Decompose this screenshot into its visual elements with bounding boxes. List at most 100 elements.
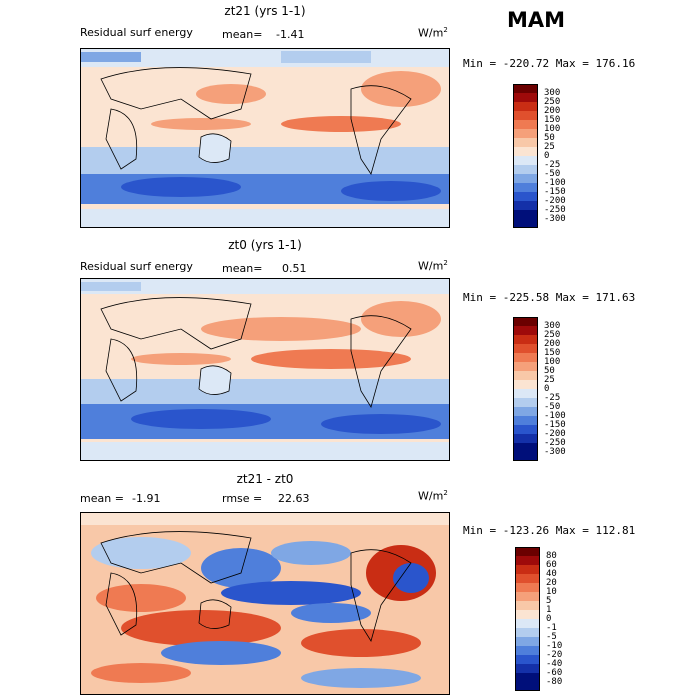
colorbar-tick-label: 20: [546, 578, 557, 588]
panel-2-units: W/m2: [418, 259, 448, 273]
colorbar-swatch: [513, 344, 538, 353]
panel-2-map: [80, 278, 450, 461]
colorbar-tick-label: -250: [544, 438, 566, 448]
colorbar-swatch: [513, 156, 538, 165]
colorbar-tick-label: 200: [544, 106, 561, 116]
colorbar-tick-label: -5: [546, 632, 557, 642]
colorbar-swatch: [515, 592, 540, 601]
colorbar-tick-label: -300: [544, 447, 566, 457]
season-label: MAM: [507, 8, 566, 32]
colorbar-swatch: [513, 129, 538, 138]
colorbar-swatch: [515, 547, 540, 556]
colorbar-swatch: [513, 120, 538, 129]
colorbar-tick-label: 60: [546, 560, 557, 570]
colorbar-tick-label: 80: [546, 551, 557, 561]
colorbar-tick-label: -150: [544, 187, 566, 197]
colorbar-swatch: [513, 201, 538, 210]
colorbar-swatch: [513, 84, 538, 93]
panel-1-variable-label: Residual surf energy: [80, 26, 193, 39]
colorbar-tick-label: 50: [544, 366, 555, 376]
colorbar-tick-label: 10: [546, 587, 557, 597]
colorbar-swatch: [513, 398, 538, 407]
colorbar-swatch: [515, 673, 540, 682]
colorbar-swatch: [513, 192, 538, 201]
colorbar-swatch: [515, 565, 540, 574]
colorbar-swatch: [513, 380, 538, 389]
panel-3-rmse-value: 22.63: [278, 492, 310, 505]
panel-1-mean-label: mean=: [222, 28, 263, 41]
colorbar-swatch: [513, 443, 538, 452]
panel-3-mean-label: mean =: [80, 492, 124, 505]
panel-2-variable-label: Residual surf energy: [80, 260, 193, 273]
colorbar-tick-label: -300: [544, 214, 566, 224]
colorbar-tick-label: 0: [544, 384, 550, 394]
colorbar-swatch: [513, 416, 538, 425]
colorbar-tick-label: -50: [544, 402, 561, 412]
colorbar-tick-label: -250: [544, 205, 566, 215]
colorbar-swatch: [515, 610, 540, 619]
colorbar-tick-label: 0: [544, 151, 550, 161]
colorbar-swatch: [515, 628, 540, 637]
colorbar-tick-label: 25: [544, 142, 555, 152]
panel-2-title: zt0 (yrs 1-1): [228, 238, 302, 252]
colorbar-swatch: [513, 138, 538, 147]
colorbar-tick-label: -200: [544, 196, 566, 206]
panel-1-mean-value: -1.41: [276, 28, 305, 41]
colorbar-tick-label: 5: [546, 596, 552, 606]
colorbar-swatch: [513, 326, 538, 335]
colorbar-swatch: [515, 619, 540, 628]
panel-3-rmse-label: rmse =: [222, 492, 263, 505]
colorbar-tick-label: 300: [544, 88, 561, 98]
colorbar-tick-label: 25: [544, 375, 555, 385]
colorbar-swatch: [515, 655, 540, 664]
colorbar-tick-label: -100: [544, 178, 566, 188]
colorbar-swatch: [513, 210, 538, 219]
colorbar-tick-label: -150: [544, 420, 566, 430]
panel-2-min-max: Min = -225.58 Max = 171.63: [463, 291, 636, 304]
colorbar-swatch: [513, 174, 538, 183]
colorbar-tick-label: -100: [544, 411, 566, 421]
colorbar-swatch: [513, 389, 538, 398]
colorbar-tick-label: -40: [546, 659, 563, 669]
colorbar-tick-label: 100: [544, 357, 561, 367]
panel-2-mean-label: mean=: [222, 262, 263, 275]
colorbar-tick-label: 40: [546, 569, 557, 579]
colorbar-tick-label: 150: [544, 115, 561, 125]
panel-2-mean-value: 0.51: [282, 262, 307, 275]
colorbar-tick-label: -25: [544, 160, 561, 170]
colorbar-tick-label: -200: [544, 429, 566, 439]
panel-3-units: W/m2: [418, 489, 448, 503]
colorbar-tick-label: 1: [546, 605, 552, 615]
colorbar-swatch: [515, 556, 540, 565]
colorbar-swatch: [515, 574, 540, 583]
panel-1-units: W/m2: [418, 26, 448, 40]
colorbar-tick-label: -60: [546, 668, 563, 678]
colorbar-swatch: [513, 335, 538, 344]
colorbar-tick-label: 200: [544, 339, 561, 349]
colorbar-swatch: [515, 646, 540, 655]
colorbar-swatch: [513, 425, 538, 434]
colorbar-swatch: [513, 219, 538, 228]
colorbar-swatch: [515, 601, 540, 610]
colorbar-tick-label: 50: [544, 133, 555, 143]
colorbar-swatch: [513, 165, 538, 174]
panel-1-title: zt21 (yrs 1-1): [224, 4, 306, 18]
colorbar-swatch: [513, 147, 538, 156]
colorbar-swatch: [513, 407, 538, 416]
colorbar-swatch: [515, 583, 540, 592]
colorbar-tick-label: -20: [546, 650, 563, 660]
colorbar-tick-label: 250: [544, 330, 561, 340]
colorbar-tick-label: 300: [544, 321, 561, 331]
colorbar-tick-label: -25: [544, 393, 561, 403]
colorbar-swatch: [513, 362, 538, 371]
panel-1-min-max: Min = -220.72 Max = 176.16: [463, 57, 636, 70]
colorbar-swatch: [515, 637, 540, 646]
colorbar-swatch: [513, 183, 538, 192]
colorbar-swatch: [513, 111, 538, 120]
colorbar-swatch: [513, 371, 538, 380]
colorbar-tick-label: 0: [546, 614, 552, 624]
colorbar-swatch: [513, 93, 538, 102]
colorbar-swatch: [515, 664, 540, 673]
panel-1-map: [80, 48, 450, 228]
colorbar-swatch: [513, 434, 538, 443]
